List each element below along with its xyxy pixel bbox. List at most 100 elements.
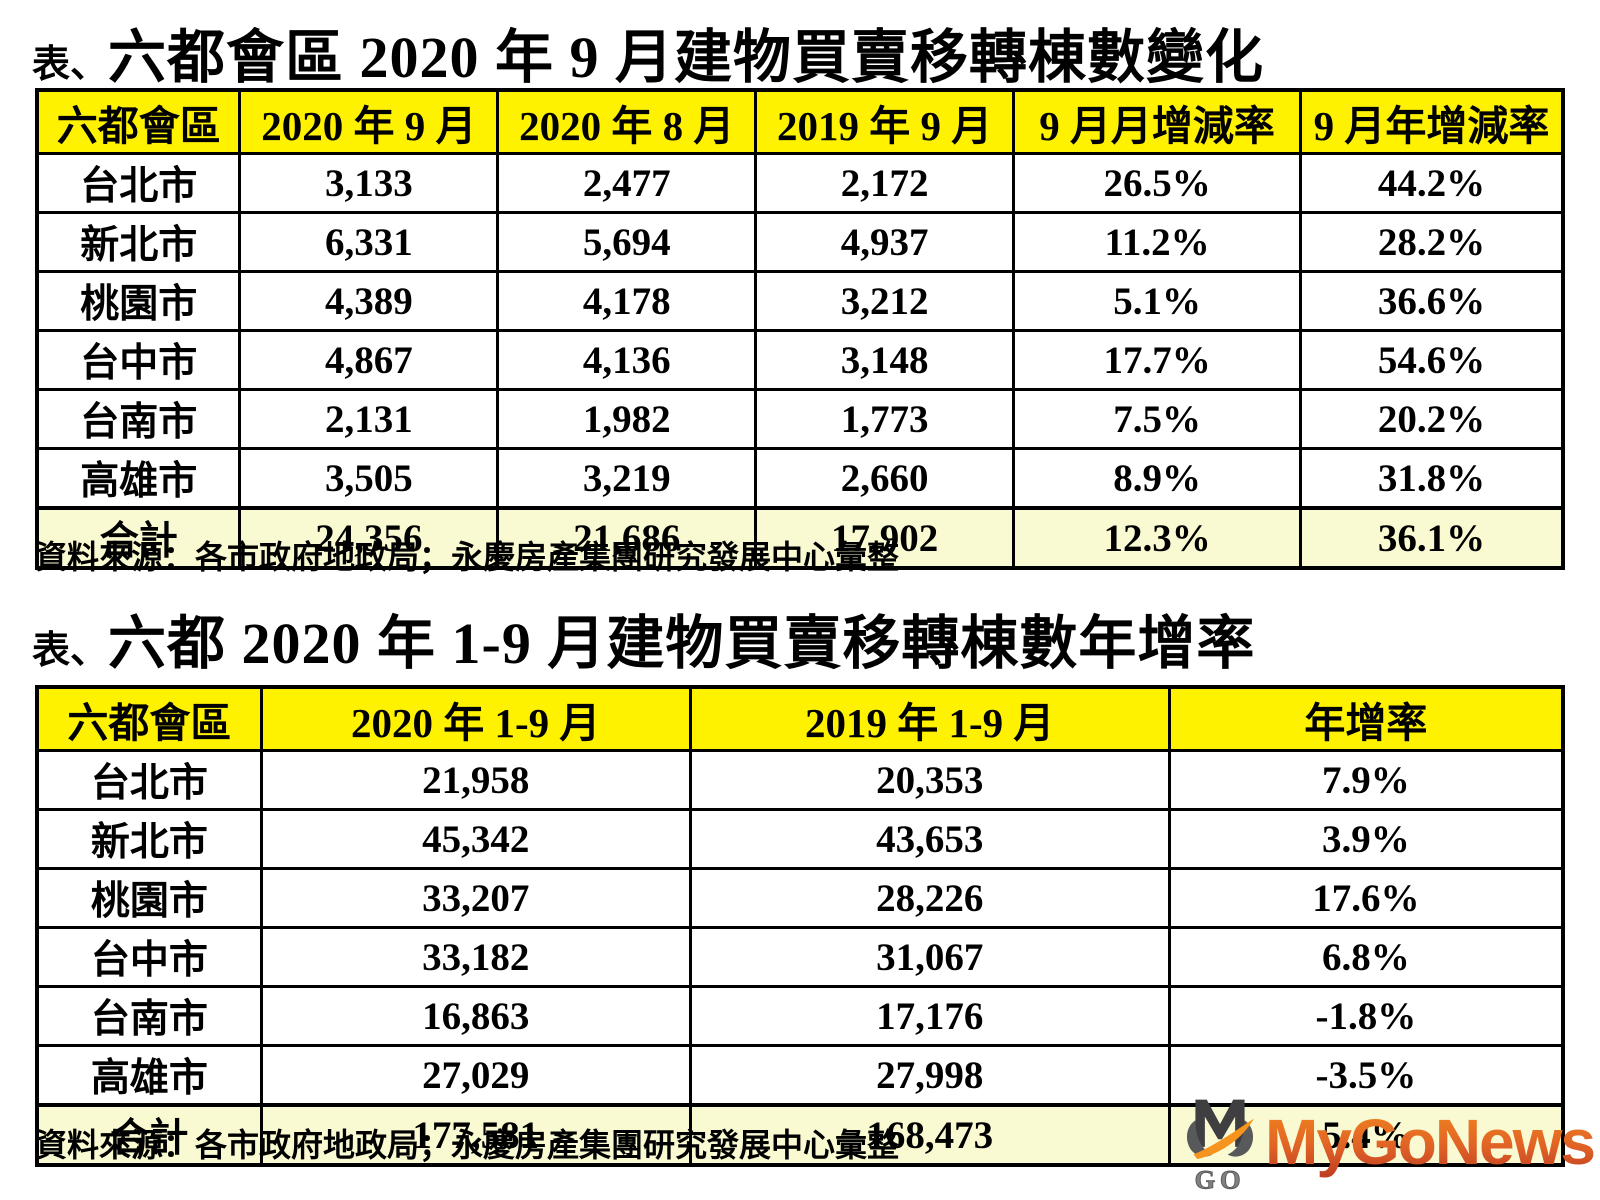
- cell-value: 27,029: [259, 1044, 692, 1107]
- cell-value: 20.2%: [1299, 388, 1565, 450]
- butterfly-m-icon: GO: [1187, 1099, 1255, 1195]
- cell-value: 44.2%: [1299, 152, 1565, 214]
- table-row: 新北市 6,331 5,694 4,937 11.2% 28.2%: [35, 211, 1565, 273]
- cell-value: 7.5%: [1012, 388, 1302, 450]
- cell-value: 28.2%: [1299, 211, 1565, 273]
- cell-value: 6,331: [238, 211, 500, 273]
- cell-value: 4,937: [754, 211, 1016, 273]
- cell-region: 新北市: [35, 211, 242, 273]
- table1-title-text: 六都會區 2020 年 9 月建物買賣移轉棟數變化: [108, 25, 1265, 90]
- cell-region: 台北市: [35, 749, 263, 811]
- cell-value: 17.7%: [1012, 329, 1302, 391]
- mygonews-logo: GO MyGoNews: [1181, 1092, 1596, 1196]
- cell-value: 21,958: [259, 749, 692, 811]
- cell-value: -1.8%: [1167, 985, 1565, 1047]
- cell-value: 5.1%: [1012, 270, 1302, 332]
- table2-source-note: 資料來源：各市政府地政局；永慶房產集團研究發展中心彙整: [35, 1127, 900, 1163]
- cell-value: 20,353: [688, 749, 1171, 811]
- header-2019-09: 2019 年 9 月: [754, 88, 1016, 155]
- cell-value: 3,148: [754, 329, 1016, 391]
- table-row: 台北市 21,958 20,353 7.9%: [35, 749, 1565, 811]
- cell-value: 27,998: [688, 1044, 1171, 1107]
- cell-value: 8.9%: [1012, 447, 1302, 510]
- cell-region: 台中市: [35, 329, 242, 391]
- header-yoy-rate: 9 月年增減率: [1299, 88, 1565, 155]
- cell-region: 台南市: [35, 388, 242, 450]
- table2-title-prefix: 表、: [32, 630, 109, 672]
- cell-value: 28,226: [688, 867, 1171, 929]
- cell-value: 3,505: [238, 447, 500, 510]
- header-2020-09: 2020 年 9 月: [238, 88, 500, 155]
- cell-region: 台南市: [35, 985, 263, 1047]
- cell-value: 2,477: [496, 152, 758, 214]
- cell-value: 45,342: [259, 808, 692, 870]
- cell-value: 54.6%: [1299, 329, 1565, 391]
- cell-value: 3.9%: [1167, 808, 1565, 870]
- table-row: 高雄市 27,029 27,998 -3.5%: [35, 1044, 1565, 1107]
- cell-value: 6.8%: [1167, 926, 1565, 988]
- table-row: 桃園市 33,207 28,226 17.6%: [35, 867, 1565, 929]
- cell-value: 33,182: [259, 926, 692, 988]
- cell-value: -3.5%: [1167, 1044, 1565, 1107]
- cell-region: 新北市: [35, 808, 263, 870]
- table-row: 高雄市 3,505 3,219 2,660 8.9% 31.8%: [35, 447, 1565, 510]
- cell-value: 11.2%: [1012, 211, 1302, 273]
- table2-title-text: 六都 2020 年 1-9 月建物買賣移轉棟數年增率: [108, 611, 1256, 676]
- mygonews-wordmark: MyGoNews: [1265, 1092, 1596, 1192]
- cell-value: 4,389: [238, 270, 500, 332]
- cell-region: 桃園市: [35, 270, 242, 332]
- header-region: 六都會區: [35, 88, 242, 155]
- header-2019-ytd: 2019 年 1-9 月: [688, 685, 1171, 752]
- cell-total-value: 17,902: [754, 506, 1016, 570]
- cell-value: 36.6%: [1299, 270, 1565, 332]
- table-row: 台北市 3,133 2,477 2,172 26.5% 44.2%: [35, 152, 1565, 214]
- table1-title-prefix: 表、: [32, 44, 109, 86]
- ytd-growth-table: 六都會區 2020 年 1-9 月 2019 年 1-9 月 年增率 台北市 2…: [35, 685, 1565, 1167]
- cell-value: 1,982: [496, 388, 758, 450]
- table2-title: 表、六都 2020 年 1-9 月建物買賣移轉棟數年增率: [32, 596, 1255, 680]
- table-row: 台中市 33,182 31,067 6.8%: [35, 926, 1565, 988]
- cell-value: 17,176: [688, 985, 1171, 1047]
- cell-value: 3,133: [238, 152, 500, 214]
- header-mom-rate: 9 月月增減率: [1012, 88, 1302, 155]
- cell-value: 2,172: [754, 152, 1016, 214]
- header-2020-ytd: 2020 年 1-9 月: [259, 685, 692, 752]
- table-header-row: 六都會區 2020 年 9 月 2020 年 8 月 2019 年 9 月 9 …: [35, 88, 1565, 155]
- monthly-change-table: 六都會區 2020 年 9 月 2020 年 8 月 2019 年 9 月 9 …: [35, 88, 1565, 570]
- cell-value: 2,131: [238, 388, 500, 450]
- logo-go-text: GO: [1195, 1164, 1246, 1194]
- cell-region: 台北市: [35, 152, 242, 214]
- cell-value: 43,653: [688, 808, 1171, 870]
- header-region: 六都會區: [35, 685, 263, 752]
- table-row: 台南市 2,131 1,982 1,773 7.5% 20.2%: [35, 388, 1565, 450]
- cell-total-label: 合計: [35, 506, 242, 570]
- table-header-row: 六都會區 2020 年 1-9 月 2019 年 1-9 月 年增率: [35, 685, 1565, 752]
- cell-total-value: 168,473: [688, 1103, 1171, 1167]
- table-row: 新北市 45,342 43,653 3.9%: [35, 808, 1565, 870]
- cell-value: 1,773: [754, 388, 1016, 450]
- cell-value: 4,178: [496, 270, 758, 332]
- cell-value: 31.8%: [1299, 447, 1565, 510]
- cell-value: 31,067: [688, 926, 1171, 988]
- table-row: 桃園市 4,389 4,178 3,212 5.1% 36.6%: [35, 270, 1565, 332]
- cell-value: 4,867: [238, 329, 500, 391]
- table1-source-note: 資料來源：各市政府地政局；永慶房產集團研究發展中心彙整: [35, 539, 900, 575]
- cell-value: 17.6%: [1167, 867, 1565, 929]
- cell-total-value: 36.1%: [1299, 506, 1565, 570]
- cell-value: 3,219: [496, 447, 758, 510]
- cell-value: 7.9%: [1167, 749, 1565, 811]
- cell-total-label: 合計: [35, 1103, 263, 1167]
- cell-total-value: 24,356: [238, 506, 500, 570]
- cell-value: 16,863: [259, 985, 692, 1047]
- table-row: 台南市 16,863 17,176 -1.8%: [35, 985, 1565, 1047]
- cell-value: 26.5%: [1012, 152, 1302, 214]
- cell-value: 5,694: [496, 211, 758, 273]
- header-2020-08: 2020 年 8 月: [496, 88, 758, 155]
- cell-region: 高雄市: [35, 447, 242, 510]
- cell-region: 台中市: [35, 926, 263, 988]
- table-row: 台中市 4,867 4,136 3,148 17.7% 54.6%: [35, 329, 1565, 391]
- cell-value: 33,207: [259, 867, 692, 929]
- table1-title: 表、六都會區 2020 年 9 月建物買賣移轉棟數變化: [32, 10, 1264, 94]
- cell-total-value: 21,686: [496, 506, 758, 570]
- cell-value: 3,212: [754, 270, 1016, 332]
